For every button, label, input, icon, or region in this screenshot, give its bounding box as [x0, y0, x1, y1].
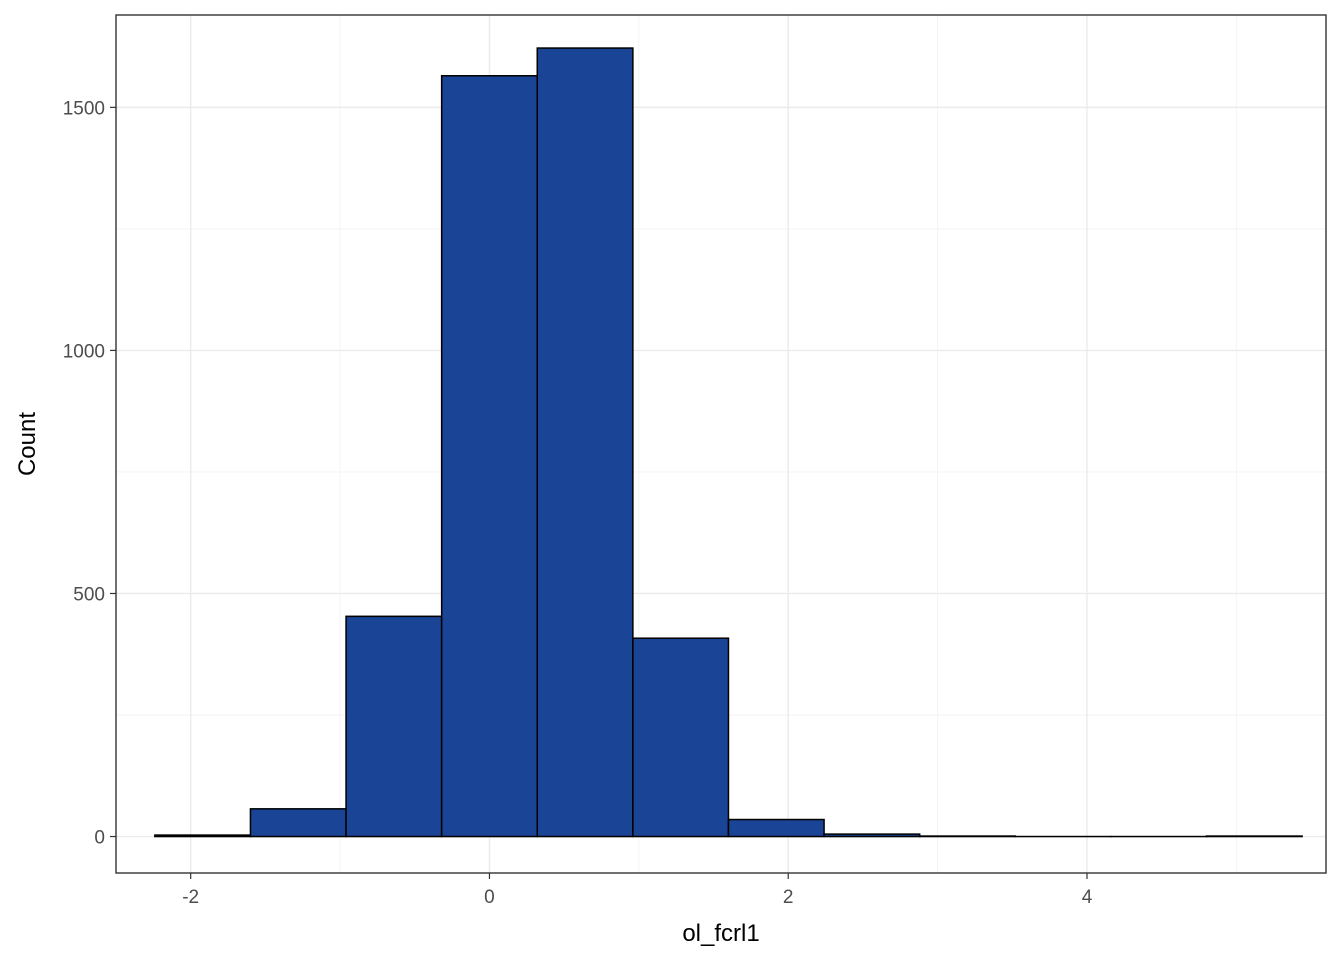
x-tick-label: 2 [783, 887, 794, 908]
x-tick-label: 4 [1082, 887, 1093, 908]
panel-border [115, 14, 1327, 874]
y-tick-label: 1500 [63, 98, 105, 119]
histogram-bars [154, 47, 1303, 838]
y-axis: 0 500 1000 1500 [63, 98, 116, 849]
histogram-bar [249, 808, 347, 838]
histogram-bar [632, 637, 730, 838]
x-tick-label: 0 [484, 887, 495, 908]
y-tick-label: 0 [94, 828, 105, 849]
y-tick-label: 500 [73, 584, 105, 605]
x-tick-label: -2 [182, 887, 199, 908]
histogram-bar [536, 47, 634, 838]
histogram-bar [154, 834, 252, 838]
histogram-bar [823, 833, 921, 838]
y-tick-label: 1000 [63, 341, 105, 362]
histogram-bar [345, 615, 443, 838]
x-axis-title: ol_fcrl1 [682, 920, 759, 947]
histogram-bar [440, 75, 539, 838]
x-axis: -2 0 2 4 [182, 873, 1093, 908]
histogram-bar [727, 818, 825, 838]
y-axis-title: Count [14, 412, 41, 476]
